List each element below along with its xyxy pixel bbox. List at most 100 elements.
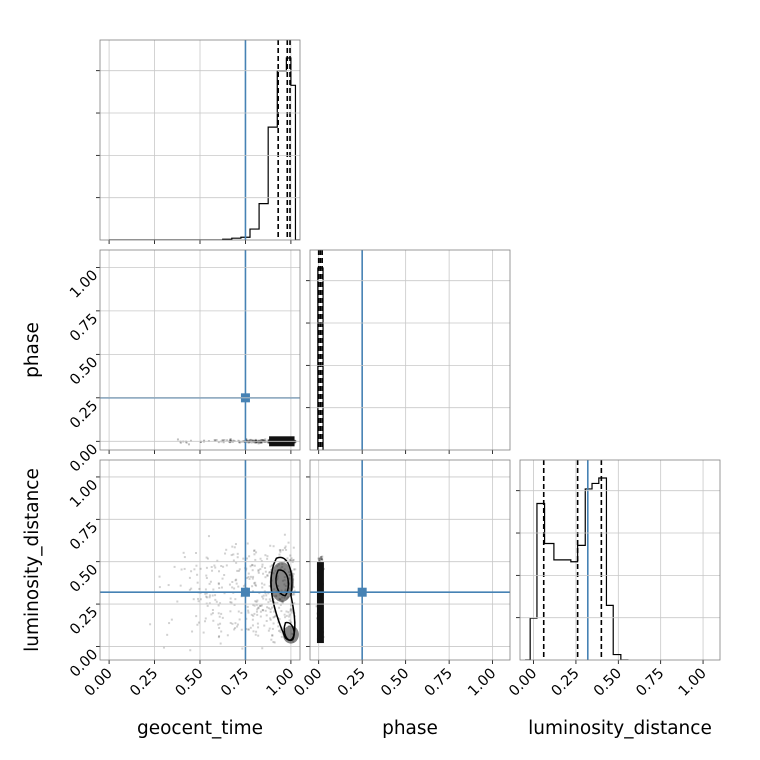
scatter-point [292,586,295,589]
scatter-point [248,577,251,580]
scatter-point [237,439,240,442]
truth-marker [240,587,250,597]
y-axis-label-phase: phase [22,322,43,378]
scatter-point [185,441,188,444]
scatter-point [235,561,238,564]
scatter-point [288,619,291,622]
scatter-point [245,567,248,570]
scatter-point [281,601,284,604]
scatter-point [258,604,261,607]
scatter-point [250,563,253,566]
y-axis-label-luminosity_distance: luminosity_distance [22,468,43,652]
scatter-point [204,620,207,623]
scatter-point [280,610,283,613]
panel-frame [519,459,721,661]
scatter-point [190,570,193,573]
scatter-point [221,439,224,442]
scatter-point [253,612,256,615]
scatter-point [264,567,267,570]
scatter-point [237,585,240,588]
scatter-point [261,609,264,612]
scatter-point [149,623,152,626]
scatter-point [255,439,258,442]
scatter-point [195,552,198,555]
scatter-point [257,439,260,442]
scatter-point [248,628,251,631]
scatter-point [176,438,179,441]
scatter-point [260,560,263,563]
scatter-point [272,598,275,601]
x-tick-label: 0.25 [549,666,583,700]
scatter-point [257,571,260,574]
scatter-point [273,600,276,603]
scatter-point [267,601,270,604]
panel-content [109,40,300,240]
scatter-point [195,615,198,618]
scatter-point [259,568,262,571]
scatter-point [204,588,207,591]
scatter-point [229,601,232,604]
scatter-point [210,613,213,616]
scatter-point [231,581,234,584]
scatter-point [320,556,323,559]
scatter-point [232,553,235,556]
scatter-point [257,634,260,637]
scatter-point [250,613,253,616]
panel-geocent_time-phase: 0.00 0.25 0.50 0.75 1.00 [67,249,301,475]
scatter-point [253,582,256,585]
scatter-point [216,559,219,562]
scatter-point [247,609,250,612]
scatter-point [219,602,222,605]
scatter-point [205,574,208,577]
scatter-point [290,609,293,612]
scatter-point [231,622,234,625]
scatter-point [278,618,281,621]
scatter-point [259,610,262,613]
scatter-point [167,584,170,587]
scatter-point [289,609,292,612]
scatter-point [222,441,225,444]
scatter-point [211,612,214,615]
scatter-point [217,582,220,585]
scatter-point [266,606,269,609]
scatter-point [233,628,236,631]
scatter-point [267,438,270,441]
scatter-point [228,583,231,586]
scatter-point [274,602,277,605]
scatter-point [229,438,232,441]
panel-luminosity_distance-luminosity_distance: 0.00 0.25 0.50 0.75 1.00 [506,459,721,700]
scatter-point [279,550,282,553]
scatter-point [260,441,263,444]
scatter-point [257,570,260,573]
scatter-point [318,559,321,562]
scatter-point [255,439,258,442]
panel-frame [99,249,301,451]
scatter-point [220,565,223,568]
scatter-point [264,576,267,579]
scatter-point [234,627,237,630]
scatter-point [217,604,220,607]
scatter-point [291,611,294,614]
x-axis-label-phase: phase [382,718,438,739]
scatter-point [245,439,248,442]
scatter-point [255,440,258,443]
scatter-point [260,441,263,444]
scatter-point [277,625,280,628]
scatter-point [272,641,275,644]
scatter-point [223,574,226,577]
scatter-point [182,551,185,554]
scatter-point [235,582,238,585]
scatter-point [217,636,220,639]
scatter-point [252,439,255,442]
panel-content [100,460,300,660]
scatter-point [212,588,215,591]
scatter-point [205,602,208,605]
scatter-point [238,441,241,444]
scatter-point [249,626,252,629]
scatter-point [259,441,262,444]
scatter-point [267,440,270,443]
scatter-point [288,615,291,618]
x-tick-label: 0.50 [378,666,412,700]
scatter-point [255,584,258,587]
scatter-point [283,613,286,616]
